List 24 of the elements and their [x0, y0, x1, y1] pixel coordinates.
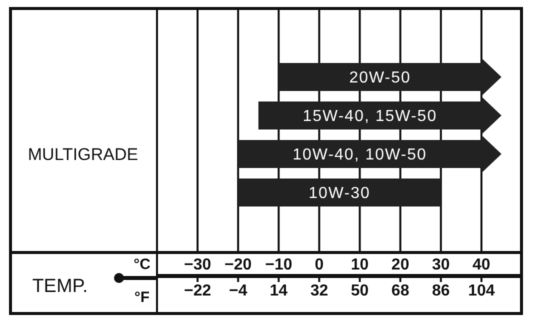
x2-tick-label: 50: [350, 282, 369, 300]
x-tick-label: −10: [265, 256, 292, 274]
x2-tick-label: 32: [310, 282, 328, 300]
x-tick-label: 20: [391, 256, 410, 274]
y-tick-label: 20W-50: [349, 70, 411, 87]
x-tick-label: 40: [472, 256, 490, 274]
x2-tick-label: 68: [391, 282, 410, 300]
x2-tick-label: −4: [228, 282, 248, 300]
y-axis-title: MULTIGRADE: [28, 145, 138, 164]
y-tick-label: 15W-40, 15W-50: [302, 108, 438, 126]
y-tick-label: 10W-30: [308, 185, 370, 202]
x-tick-label: −20: [224, 256, 252, 274]
y-tick-label: 10W-40, 10W-50: [292, 146, 427, 164]
x-tick-label: 0: [314, 256, 324, 274]
text: TEMP.: [32, 276, 88, 297]
x2-tick-label: 14: [270, 282, 288, 300]
x2-tick-label: 104: [468, 282, 495, 300]
x-tick-label: −30: [184, 256, 212, 274]
x-axis-title: °C: [134, 256, 151, 273]
x2-tick-label: −22: [184, 282, 212, 300]
x-tick-label: 10: [350, 256, 369, 274]
x-tick-label: 30: [432, 256, 450, 274]
x2-tick-label: 86: [432, 282, 450, 300]
x2-axis-title: °F: [134, 289, 150, 306]
